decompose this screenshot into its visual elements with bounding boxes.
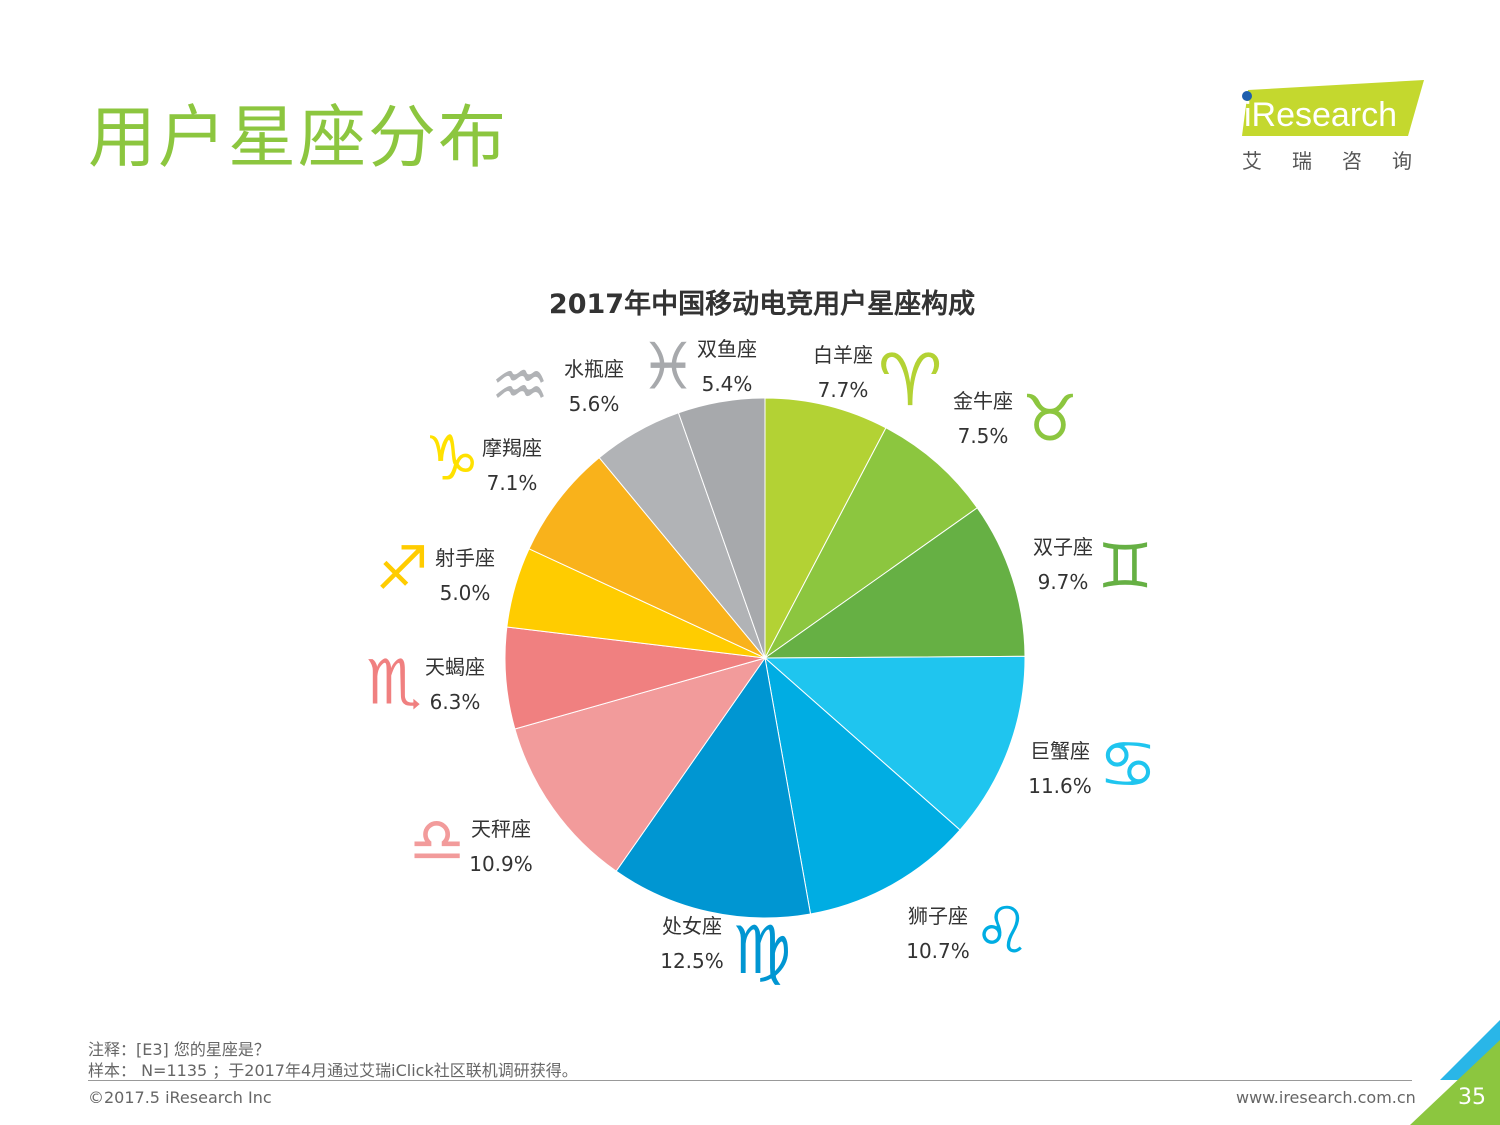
slice-value: 5.0% xyxy=(440,581,491,605)
copyright: ©2017.5 iResearch Inc xyxy=(88,1088,272,1107)
corner-decoration xyxy=(1410,1020,1500,1125)
slice-label: 金牛座 xyxy=(953,389,1013,413)
slice-value: 12.5% xyxy=(660,949,724,973)
iresearch-logo: iResearch xyxy=(1242,80,1424,136)
logo-banner xyxy=(1242,80,1424,136)
slice-value: 9.7% xyxy=(1038,570,1089,594)
slice-label: 天秤座 xyxy=(471,817,531,841)
zodiac-icon: ♑ xyxy=(424,422,480,495)
pie-slice xyxy=(764,656,961,915)
slice-label: 处女座 xyxy=(662,914,722,938)
website-url: www.iresearch.com.cn xyxy=(1236,1088,1416,1107)
pie-slice xyxy=(764,427,978,659)
slice-label: 天蝎座 xyxy=(425,655,485,679)
zodiac-icon: ♏ xyxy=(366,646,422,719)
zodiac-icon: ♍ xyxy=(732,912,791,989)
slice-value: 6.3% xyxy=(430,690,481,714)
note-text: 注释：[E3] 您的星座是？ xyxy=(88,1040,270,1059)
pie-slice xyxy=(764,397,887,659)
zodiac-icon: ♋ xyxy=(1098,726,1157,803)
slice-label: 射手座 xyxy=(435,546,495,570)
logo-dot xyxy=(1242,91,1252,101)
pie-labels: 白羊座 7.7% ♈ 金牛座 7.5% ♉ 双子座 9.7% ♊ 巨蟹座 11.6% ♋ 狮子座 10.7… xyxy=(366,330,1157,989)
pie-slices xyxy=(504,397,1026,919)
zodiac-icon: ♐ xyxy=(375,534,429,604)
slice-label: 摩羯座 xyxy=(482,436,542,460)
zodiac-icon: ♎ xyxy=(409,804,465,877)
footer-divider xyxy=(88,1080,1412,1081)
slice-value: 5.4% xyxy=(702,372,753,396)
zodiac-icon: ♓ xyxy=(639,330,696,404)
slice-label: 双子座 xyxy=(1033,535,1093,559)
chart-title: 2017年中国移动电竞用户星座构成 xyxy=(548,289,976,320)
slice-label: 水瓶座 xyxy=(564,357,624,381)
zodiac-icon: ♌ xyxy=(973,894,1030,968)
slice-label: 巨蟹座 xyxy=(1030,739,1090,763)
slice-value: 7.5% xyxy=(958,424,1009,448)
slice-value: 10.9% xyxy=(469,852,533,876)
pie-slice xyxy=(677,397,766,659)
slice-label: 白羊座 xyxy=(813,343,873,367)
pie-slice xyxy=(528,456,766,659)
zodiac-icon: ♒ xyxy=(490,347,549,424)
slice-value: 7.1% xyxy=(487,471,538,495)
slice-value: 10.7% xyxy=(906,939,970,963)
pie-slice xyxy=(763,507,1026,659)
zodiac-icon: ♊ xyxy=(1097,530,1153,603)
pie-slice xyxy=(615,656,812,919)
zodiac-icon: ♉ xyxy=(1021,382,1078,456)
slice-value: 7.7% xyxy=(818,378,869,402)
slice-label: 双鱼座 xyxy=(697,337,757,361)
slice-label: 狮子座 xyxy=(908,904,968,928)
pie-slice xyxy=(763,655,1026,831)
zodiac-icon: ♈ xyxy=(878,338,943,422)
logo-brand: iResearch xyxy=(1244,96,1397,134)
slice-value: 5.6% xyxy=(569,392,620,416)
sample-text: 样本： N=1135 ；于2017年4月通过艾瑞iClick社区联机调研获得。 xyxy=(88,1061,578,1080)
slice-value: 11.6% xyxy=(1028,774,1092,798)
logo-subtitle: 艾瑞咨询 xyxy=(1242,149,1442,173)
page-title: 用户星座分布 xyxy=(88,99,509,178)
page-number: 35 xyxy=(1458,1085,1486,1110)
